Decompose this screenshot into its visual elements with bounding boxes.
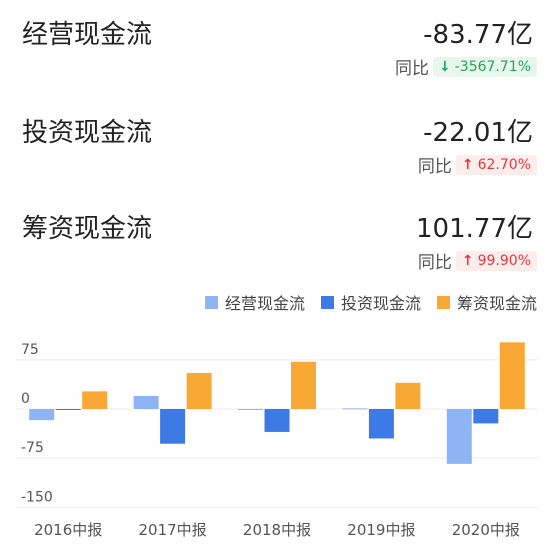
yoy-value: 99.90% xyxy=(477,252,531,269)
yoy-label: 同比 xyxy=(417,157,452,177)
y-tick-label: 75 xyxy=(21,342,39,358)
y-tick-label: -75 xyxy=(21,440,44,456)
bar-financing xyxy=(82,391,108,409)
x-tick-label: 2020中报 xyxy=(452,521,520,539)
metric-name: 经营现金流 xyxy=(22,20,153,50)
bar-financing xyxy=(499,342,525,409)
metric-financing: 筹资现金流 101.77亿 同比 ↑ 99.90% xyxy=(0,208,550,278)
metric-name: 筹资现金流 xyxy=(22,214,153,244)
x-tick-label: 2017中报 xyxy=(139,521,207,539)
metric-operating: 经营现金流 -83.77亿 同比 ↓ -3567.71% xyxy=(0,14,550,84)
arrow-up-icon: ↑ xyxy=(461,156,474,173)
y-tick-label: -150 xyxy=(21,489,53,505)
legend-swatch xyxy=(436,295,450,309)
yoy-value: 62.70% xyxy=(477,156,531,173)
yoy-badge: ↓ -3567.71% xyxy=(433,56,537,77)
yoy-row: 同比 ↓ -3567.71% xyxy=(395,54,537,79)
legend-item-financing[interactable]: 筹资现金流 xyxy=(436,290,537,314)
x-tick-label: 2016中报 xyxy=(34,521,102,539)
bar-investing xyxy=(473,409,499,424)
bar-operating xyxy=(133,395,159,409)
legend-item-investing[interactable]: 投资现金流 xyxy=(320,290,421,314)
yoy-label: 同比 xyxy=(417,253,452,273)
arrow-down-icon: ↓ xyxy=(439,58,451,75)
bar-investing xyxy=(368,409,394,439)
bar-operating xyxy=(238,409,263,410)
yoy-label: 同比 xyxy=(395,59,430,79)
yoy-row: 同比 ↑ 62.70% xyxy=(418,152,537,177)
y-tick-label: 0 xyxy=(21,391,30,407)
legend-label: 投资现金流 xyxy=(340,294,421,313)
chart-legend: 经营现金流 投资现金流 筹资现金流 xyxy=(204,290,537,314)
metric-investing: 投资现金流 -22.01亿 同比 ↑ 62.70% xyxy=(0,112,550,182)
bar-investing xyxy=(160,409,186,444)
yoy-badge: ↑ 99.90% xyxy=(455,250,537,271)
bar-investing xyxy=(55,409,81,410)
legend-label: 筹资现金流 xyxy=(456,294,537,313)
legend-swatch xyxy=(204,295,218,309)
metric-value: -83.77亿 xyxy=(423,20,533,50)
x-tick-label: 2018中报 xyxy=(243,521,311,539)
bar-operating xyxy=(446,409,472,464)
bar-financing xyxy=(291,361,316,409)
metric-value: -22.01亿 xyxy=(423,118,533,148)
bar-investing xyxy=(264,409,290,432)
yoy-row: 同比 ↑ 99.90% xyxy=(418,248,537,273)
cashflow-bar-chart: 75 0 -75 -150 2016中报 2017中报 2018中报 2019中报 2020中报 xyxy=(16,342,538,539)
legend-swatch xyxy=(320,295,334,309)
metric-value: 101.77亿 xyxy=(416,214,533,244)
legend-label: 经营现金流 xyxy=(224,294,305,313)
bar-financing xyxy=(186,372,212,409)
x-tick-label: 2019中报 xyxy=(347,521,415,539)
arrow-up-icon: ↑ xyxy=(461,252,474,269)
legend-item-operating[interactable]: 经营现金流 xyxy=(204,290,305,314)
bar-operating xyxy=(29,409,55,421)
yoy-value: -3567.71% xyxy=(454,58,531,75)
bar-operating xyxy=(342,408,368,410)
yoy-badge: ↑ 62.70% xyxy=(455,154,537,175)
metric-name: 投资现金流 xyxy=(22,118,153,148)
bar-financing xyxy=(395,382,421,409)
